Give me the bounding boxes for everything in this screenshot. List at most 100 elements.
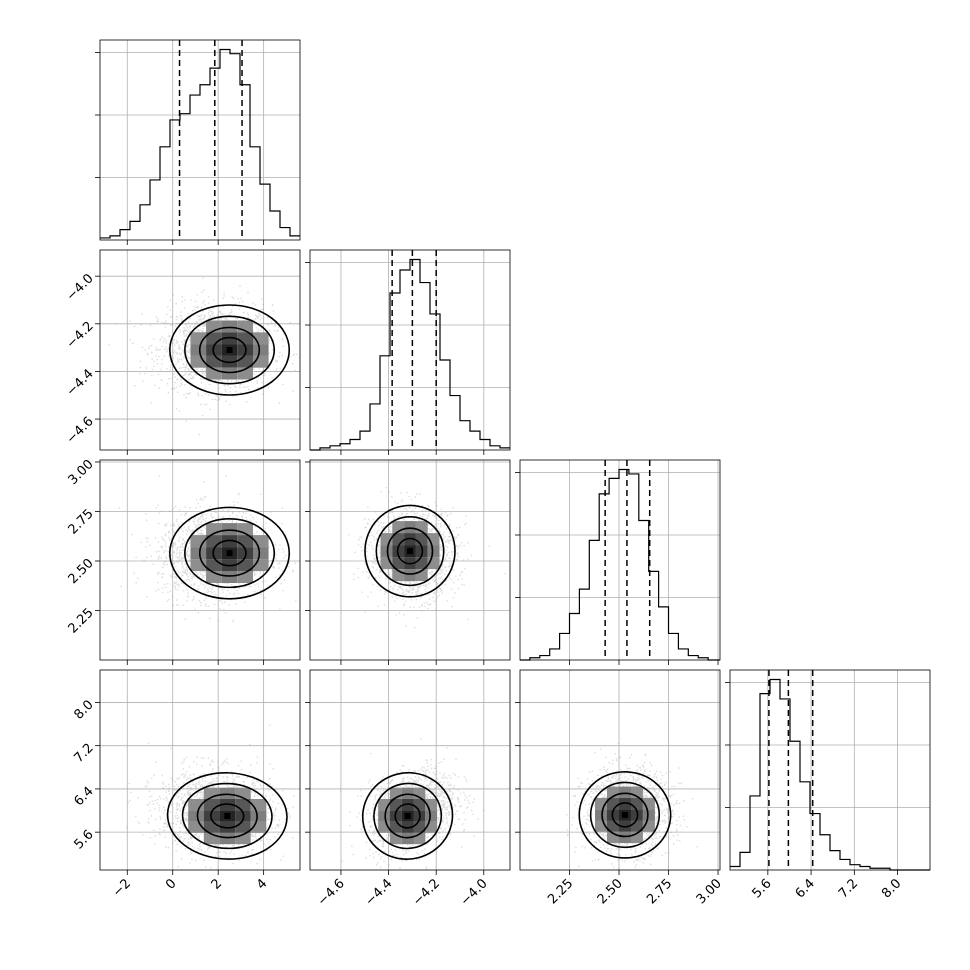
hist-panel-2 xyxy=(515,459,721,661)
density-peak xyxy=(404,812,411,819)
y-tick-label: 2.50 xyxy=(66,556,97,587)
density-cell xyxy=(392,521,405,534)
y-tick-label: −4.4 xyxy=(64,366,97,399)
density-cell xyxy=(237,355,253,368)
density-cell xyxy=(413,832,426,845)
contour-level-1 xyxy=(384,793,431,839)
density-cell xyxy=(413,821,426,833)
contour-level-2 xyxy=(184,517,276,589)
density-cell xyxy=(595,797,607,810)
density-cell xyxy=(392,533,405,546)
density-cell xyxy=(203,821,220,833)
density-cell xyxy=(389,799,402,811)
density-cell xyxy=(206,355,222,368)
contour-level-2 xyxy=(373,782,443,850)
density-cell xyxy=(427,533,440,546)
contour-level-3 xyxy=(364,504,456,598)
density-cell xyxy=(237,332,253,345)
pair-panel-3-0 xyxy=(99,669,301,871)
panel-frame xyxy=(309,669,511,871)
density-cell xyxy=(380,545,393,558)
density-peak xyxy=(226,550,233,557)
density-cell xyxy=(413,799,426,811)
density-cell xyxy=(404,569,416,582)
density-cell xyxy=(250,810,267,822)
density-cell xyxy=(188,821,204,833)
scatter-points xyxy=(347,487,506,629)
histogram-step xyxy=(310,258,510,451)
density-cell xyxy=(190,344,207,356)
density-peak xyxy=(622,811,628,818)
density-cell xyxy=(221,320,238,333)
density-cell xyxy=(630,820,643,832)
density-cell xyxy=(253,547,269,560)
x-tick-label: 4 xyxy=(254,876,270,892)
x-tick-label: −4.0 xyxy=(458,876,491,909)
contour-level-2 xyxy=(589,781,661,849)
density-cell xyxy=(607,786,619,798)
density-cell xyxy=(190,332,207,345)
histogram-step xyxy=(520,468,720,661)
y-tick-label: 8.0 xyxy=(71,697,96,722)
contour-level-2 xyxy=(375,515,445,587)
y-tick-label: 3.00 xyxy=(66,457,97,488)
y-tick-label: −4.2 xyxy=(64,319,97,352)
panel-frame xyxy=(309,459,511,661)
x-tick-label: 2 xyxy=(209,876,225,892)
y-tick-label: 6.4 xyxy=(71,784,96,809)
contour-level-3 xyxy=(578,770,672,859)
density-cell xyxy=(630,786,643,798)
density-cell xyxy=(380,557,393,570)
density-cell xyxy=(415,521,428,534)
density-cell xyxy=(642,797,655,810)
panel-frame xyxy=(99,249,301,451)
density-cell xyxy=(253,344,269,356)
contour-level-2 xyxy=(184,315,276,385)
density-cell xyxy=(392,557,405,570)
density-cell xyxy=(235,799,251,811)
density-cell xyxy=(188,810,204,822)
y-tick-label: −4.6 xyxy=(64,414,97,447)
histogram-step xyxy=(730,678,930,871)
density-cell xyxy=(607,831,619,844)
density-cell xyxy=(206,332,222,345)
y-tick-label: −4.0 xyxy=(64,271,97,304)
x-tick-label: −2 xyxy=(110,876,134,900)
contour-level-0 xyxy=(210,803,245,829)
density-cell xyxy=(607,797,619,810)
density-cell xyxy=(235,832,251,845)
density-cell xyxy=(250,799,267,811)
y-tick-label: 2.75 xyxy=(66,507,97,538)
y-tick-label: 7.2 xyxy=(71,741,96,766)
density-cell xyxy=(203,799,220,811)
density-cell xyxy=(221,367,238,380)
x-tick-label: 2.75 xyxy=(644,876,675,907)
contour-level-1 xyxy=(198,529,261,577)
contour-level-3 xyxy=(169,304,291,396)
density-cell xyxy=(401,787,414,799)
density-cell xyxy=(253,355,269,368)
contour-level-3 xyxy=(166,772,288,860)
contour-level-0 xyxy=(212,539,247,567)
density-cell xyxy=(378,810,390,822)
density-cell xyxy=(188,799,204,811)
density-cell xyxy=(630,831,643,844)
density-cell xyxy=(619,831,631,844)
density-cell xyxy=(235,821,251,833)
density-cell xyxy=(413,787,426,799)
density-cell xyxy=(237,320,253,333)
density-cell xyxy=(425,810,438,822)
x-tick-label: 2.25 xyxy=(545,876,576,907)
density-cell xyxy=(206,367,222,380)
panel-frame xyxy=(309,249,511,451)
density-cell xyxy=(427,545,440,558)
pair-panel-1-0 xyxy=(99,249,301,451)
panel-frame xyxy=(99,459,301,661)
hist-panel-3 xyxy=(725,669,931,871)
density-cell xyxy=(630,797,643,810)
pair-panel-2-1 xyxy=(309,459,511,661)
x-tick-label: 0 xyxy=(163,876,179,892)
x-tick-label: 5.6 xyxy=(749,876,774,901)
x-tick-label: −4.6 xyxy=(315,876,348,909)
y-tick-label: 2.25 xyxy=(66,606,97,637)
